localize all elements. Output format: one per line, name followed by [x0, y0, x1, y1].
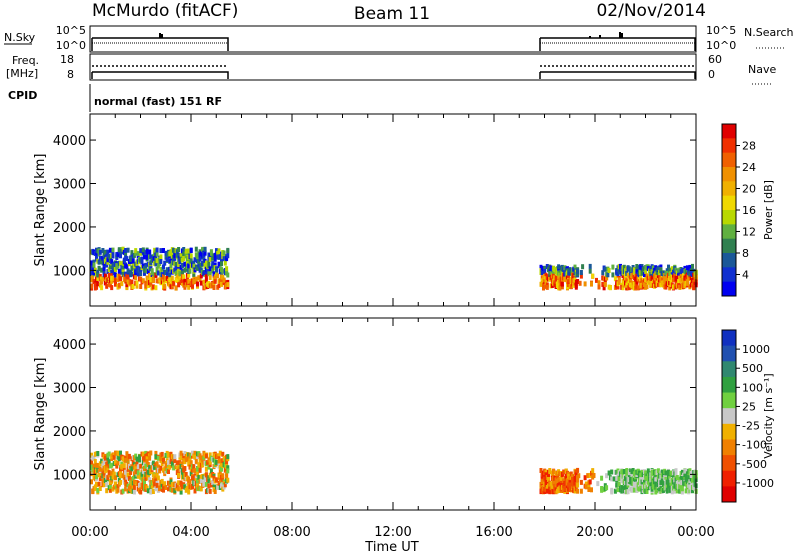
colorbar-tick-label: 25: [742, 400, 756, 413]
x-axis-label: Time UT: [364, 540, 418, 554]
x-tick-label: 04:00: [172, 525, 209, 540]
colorbar-swatch: [722, 152, 736, 168]
nave-label: Nave: [748, 63, 776, 76]
colorbar-tick-label: 8: [742, 247, 749, 260]
x-tick-label: 20:00: [576, 525, 613, 540]
y-tick-label: 1000: [53, 264, 86, 279]
velocity-colorbar: 1000 500 100 25 -25 -100 -500 -1000 Velocity [m …: [721, 329, 775, 503]
colorbar-label: Velocity [m s⁻¹]: [762, 373, 775, 458]
x-tick-label: 00:00: [677, 525, 714, 540]
cpid-strip: CPID normal (fast) 151 RF: [8, 84, 222, 112]
colorbar-swatch: [722, 224, 736, 240]
colorbar-swatch: [722, 167, 736, 182]
colorbar-tick-label: 16: [742, 204, 756, 217]
x-tick-label: 16:00: [475, 525, 512, 540]
colorbar-swatch: [722, 330, 736, 347]
freq-tick-high: 18: [60, 53, 74, 66]
colorbar-tick-label: 100: [742, 381, 763, 394]
beam-title: Beam 11: [354, 4, 430, 24]
colorbar-label: Power [dB]: [762, 180, 775, 240]
colorbar-swatch: [722, 423, 736, 440]
colorbar-tick-label: 28: [742, 140, 756, 153]
colorbar-tick-label: -500: [742, 458, 767, 471]
colorbar-swatch: [722, 124, 736, 139]
colorbar-swatch: [722, 392, 736, 409]
x-tick-label: 00:00: [71, 525, 108, 540]
colorbar-swatch: [722, 238, 736, 254]
colorbar-swatch: [722, 181, 736, 197]
colorbar-swatch: [722, 486, 736, 503]
y-tick-label: 3000: [53, 382, 86, 397]
nsearch-label: N.Search: [744, 26, 794, 39]
colorbar-tick-label: 24: [742, 161, 756, 174]
colorbar-tick-label: 20: [742, 183, 756, 196]
colorbar-swatch: [722, 253, 736, 268]
colorbar-swatch: [722, 345, 736, 362]
colorbar-swatch: [722, 455, 736, 472]
colorbar-tick-label: -25: [742, 420, 760, 433]
y-tick-label: 1000: [53, 468, 86, 483]
colorbar-tick-label: 500: [742, 362, 763, 375]
colorbar-tick-label: 4: [742, 269, 749, 282]
nsearch-tick-high: 10^5: [706, 24, 736, 37]
nave-tick-high: 60: [708, 53, 722, 66]
cpid-text: normal (fast) 151 RF: [94, 95, 222, 108]
colorbar-swatch: [722, 138, 736, 154]
colorbar-swatch: [722, 376, 736, 394]
power-colorbar: 28 24 20 16 12 8 4 Power [dB]: [721, 123, 775, 297]
colorbar-swatch: [722, 439, 736, 456]
y-tick-label: 3000: [53, 178, 86, 193]
freq-strip: Freq. [MHz] 18 8 60 0 Nave: [6, 53, 776, 85]
nsky-label: N.Sky: [4, 31, 36, 44]
y-tick-label: 4000: [53, 338, 86, 353]
y-axis-label: Slant Range [km]: [33, 154, 48, 267]
y-tick-label: 2000: [53, 221, 86, 236]
colorbar-swatch: [722, 470, 736, 487]
nsky-strip: N.Sky 10^5 10^0 10^5 10^0 N.Search: [4, 24, 794, 53]
freq-label: Freq.: [12, 54, 39, 67]
nsearch-tick-low: 10^0: [706, 39, 736, 52]
colorbar-swatch: [722, 281, 736, 297]
colorbar-swatch: [722, 210, 736, 225]
power-panel: 4000 3000 2000 1000 Slant Range [km] 28 24 20 16…: [33, 113, 775, 307]
colorbar-swatch: [722, 361, 736, 378]
nave-tick-low: 0: [708, 68, 715, 81]
colorbar-tick-label: -100: [742, 439, 767, 452]
cpid-label: CPID: [8, 89, 37, 102]
date-title: 02/Nov/2014: [596, 1, 706, 21]
station-title: McMurdo (fitACF): [92, 1, 238, 21]
x-tick-label: 08:00: [273, 525, 310, 540]
colorbar-swatch: [722, 195, 736, 211]
colorbar-swatch: [722, 408, 736, 425]
freq-tick-low: 8: [67, 68, 74, 81]
y-axis-label: Slant Range [km]: [33, 358, 48, 471]
nsky-tick-high: 10^5: [56, 24, 86, 37]
colorbar-tick-label: 1000: [742, 343, 770, 356]
colorbar-swatch: [722, 267, 736, 283]
y-tick-label: 4000: [53, 134, 86, 149]
y-tick-label: 2000: [53, 425, 86, 440]
x-tick-label: 12:00: [374, 525, 411, 540]
colorbar-tick-label: 12: [742, 226, 756, 239]
x-axis: 00:00 04:00 08:00 12:00 16:00 20:00 00:00: [71, 525, 714, 540]
colorbar-tick-label: -1000: [742, 477, 774, 490]
velocity-echo-cells: [90, 450, 698, 495]
freq-unit: [MHz]: [6, 67, 38, 80]
nsky-tick-low: 10^0: [56, 39, 86, 52]
nsky-trace: [91, 37, 696, 51]
power-echo-cells: [90, 246, 698, 291]
